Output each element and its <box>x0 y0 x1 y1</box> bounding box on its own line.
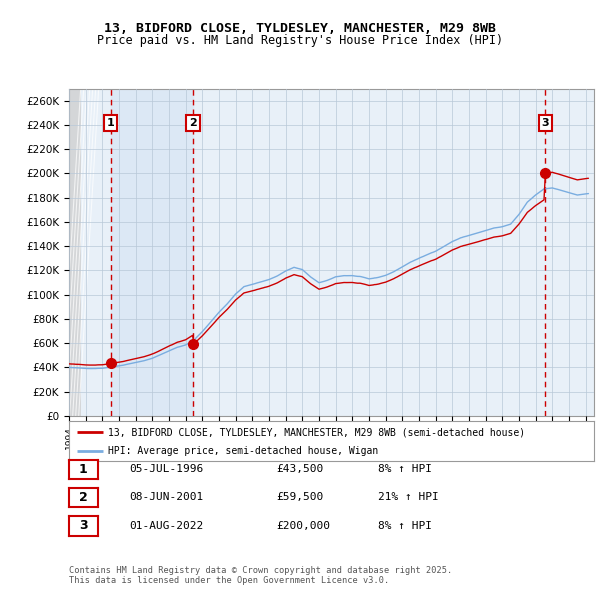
Text: £200,000: £200,000 <box>276 521 330 530</box>
Text: 05-JUL-1996: 05-JUL-1996 <box>129 464 203 474</box>
Text: £59,500: £59,500 <box>276 493 323 502</box>
Text: 13, BIDFORD CLOSE, TYLDESLEY, MANCHESTER, M29 8WB (semi-detached house): 13, BIDFORD CLOSE, TYLDESLEY, MANCHESTER… <box>109 427 526 437</box>
Text: £43,500: £43,500 <box>276 464 323 474</box>
Text: 21% ↑ HPI: 21% ↑ HPI <box>378 493 439 502</box>
Text: 2: 2 <box>79 491 88 504</box>
Bar <box>111 88 193 416</box>
Text: 1: 1 <box>79 463 88 476</box>
Bar <box>69 88 80 416</box>
Text: 8% ↑ HPI: 8% ↑ HPI <box>378 464 432 474</box>
Text: 08-JUN-2001: 08-JUN-2001 <box>129 493 203 502</box>
Text: Price paid vs. HM Land Registry's House Price Index (HPI): Price paid vs. HM Land Registry's House … <box>97 34 503 47</box>
Text: 3: 3 <box>542 118 549 128</box>
Text: HPI: Average price, semi-detached house, Wigan: HPI: Average price, semi-detached house,… <box>109 445 379 455</box>
Text: 2: 2 <box>189 118 197 128</box>
Text: 1: 1 <box>107 118 115 128</box>
Text: 13, BIDFORD CLOSE, TYLDESLEY, MANCHESTER, M29 8WB: 13, BIDFORD CLOSE, TYLDESLEY, MANCHESTER… <box>104 22 496 35</box>
Text: 3: 3 <box>79 519 88 533</box>
Text: Contains HM Land Registry data © Crown copyright and database right 2025.
This d: Contains HM Land Registry data © Crown c… <box>69 566 452 585</box>
Text: 01-AUG-2022: 01-AUG-2022 <box>129 521 203 530</box>
Text: 8% ↑ HPI: 8% ↑ HPI <box>378 521 432 530</box>
